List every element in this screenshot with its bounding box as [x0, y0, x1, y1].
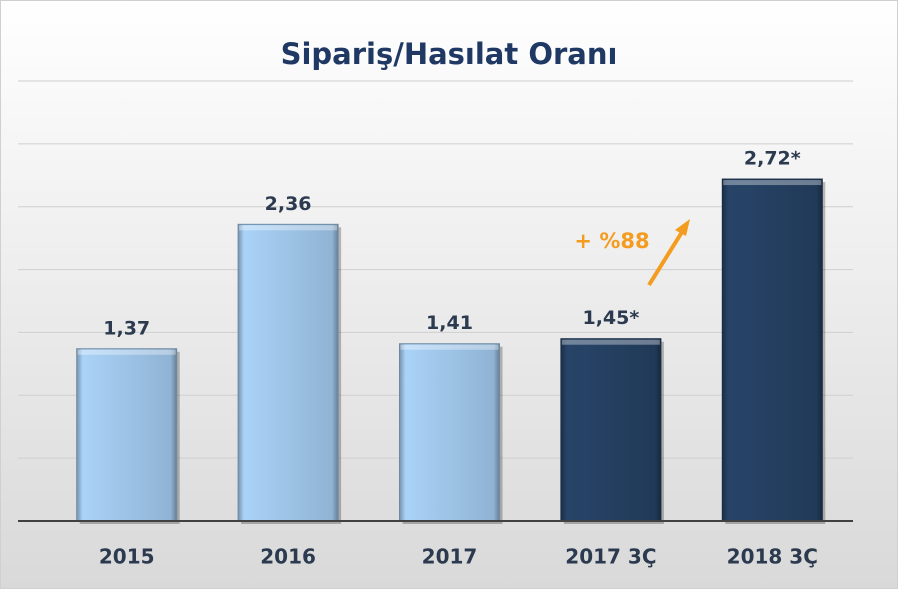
bar	[560, 338, 662, 522]
arrow-head	[675, 219, 690, 236]
arrow-shaft	[647, 230, 684, 287]
bar	[76, 348, 178, 522]
annotation: + %88	[574, 229, 649, 253]
bar	[237, 223, 339, 522]
value-label: 2,72*	[744, 148, 801, 170]
bar-highlight	[400, 344, 499, 350]
x-tick-label: 2017 3Ç	[565, 545, 656, 569]
value-label: 2,36	[265, 193, 312, 215]
chart-title: Sipariş/Hasılat Oranı	[281, 37, 618, 71]
x-tick-label: 2016	[260, 545, 316, 569]
bar-highlight	[239, 225, 338, 231]
bar	[721, 178, 823, 522]
bar-highlight	[77, 349, 176, 355]
bar	[399, 343, 500, 522]
value-label: 1,45*	[582, 307, 639, 329]
x-tick-label: 2017	[422, 545, 478, 569]
bar-highlight	[723, 180, 822, 186]
bar-highlight	[561, 339, 660, 345]
x-tick-label: 2018 3Ç	[727, 545, 818, 569]
value-label: 1,41	[426, 312, 473, 334]
value-label: 1,37	[103, 317, 150, 339]
x-tick-label: 2015	[99, 545, 155, 569]
